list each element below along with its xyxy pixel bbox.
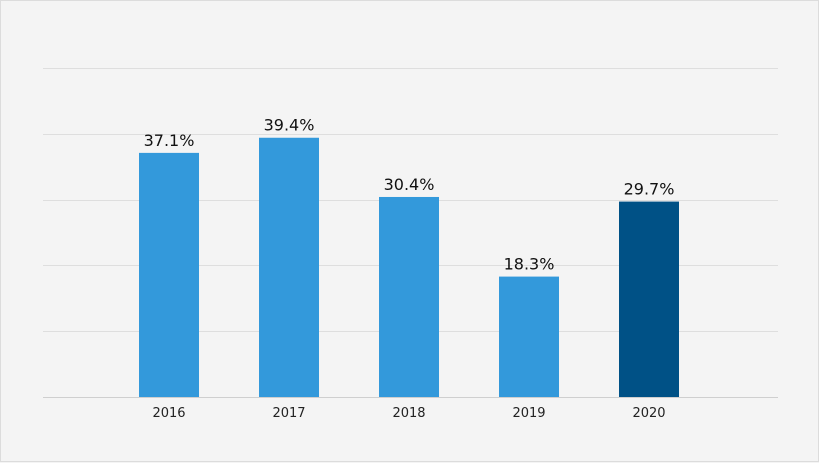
value-label-2020: 29.7% bbox=[624, 180, 675, 199]
x-tick-2018: 2018 bbox=[392, 406, 425, 421]
bar-2018 bbox=[379, 196, 439, 397]
x-tick-2019: 2019 bbox=[512, 406, 545, 421]
value-label-2017: 39.4% bbox=[264, 116, 315, 135]
x-tick-2020: 2020 bbox=[632, 406, 665, 421]
bar-2020 bbox=[619, 201, 679, 397]
x-tick-labels: 2016 2017 2018 2019 2020 bbox=[152, 406, 665, 421]
bars bbox=[139, 137, 679, 398]
bar-2017 bbox=[259, 137, 319, 398]
value-label-2018: 30.4% bbox=[384, 175, 435, 194]
x-tick-2017: 2017 bbox=[272, 406, 305, 421]
bar-2016 bbox=[139, 152, 199, 397]
value-labels: 37.1% 39.4% 30.4% 18.3% 29.7% bbox=[144, 116, 675, 274]
value-label-2019: 18.3% bbox=[504, 255, 555, 274]
value-label-2016: 37.1% bbox=[144, 131, 195, 150]
x-tick-2016: 2016 bbox=[152, 406, 185, 421]
bar-2019 bbox=[499, 276, 559, 397]
